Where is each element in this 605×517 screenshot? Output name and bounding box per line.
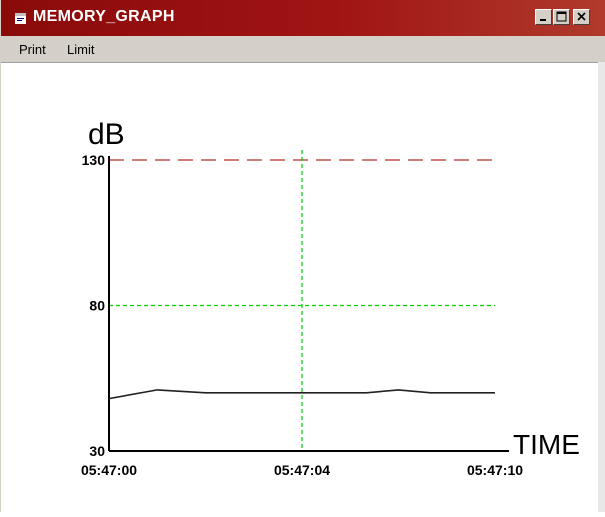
y-axis-label: dB	[88, 118, 125, 151]
window-right-edge	[598, 62, 605, 512]
maximize-icon	[554, 10, 569, 24]
close-button[interactable]	[573, 9, 590, 25]
y-tick-label: 130	[82, 152, 106, 168]
window-title: MEMORY_GRAPH	[33, 8, 175, 26]
menu-bar: Print Limit	[1, 36, 605, 63]
minimize-button[interactable]	[535, 9, 552, 25]
x-axis-label: TIME	[513, 429, 580, 460]
y-tick-label: 80	[89, 298, 105, 314]
close-icon	[574, 10, 589, 24]
title-bar[interactable]: MEMORY_GRAPH	[1, 0, 605, 36]
memory-chart: dB TIME 130 80 30 05:47:00 05:47:04 05:47:10	[1, 63, 598, 512]
x-tick-label: 05:47:10	[467, 462, 523, 478]
x-tick-label: 05:47:00	[81, 462, 137, 478]
graph-area: dB TIME 130 80 30 05:47:00 05:47:04 05:47:10	[1, 63, 605, 512]
x-tick-label: 05:47:04	[274, 462, 330, 478]
minimize-icon	[536, 10, 551, 24]
menu-print[interactable]: Print	[19, 42, 46, 57]
menu-limit[interactable]: Limit	[67, 42, 94, 57]
app-icon	[15, 13, 26, 24]
y-tick-label: 30	[89, 443, 105, 459]
maximize-button[interactable]	[553, 9, 570, 25]
